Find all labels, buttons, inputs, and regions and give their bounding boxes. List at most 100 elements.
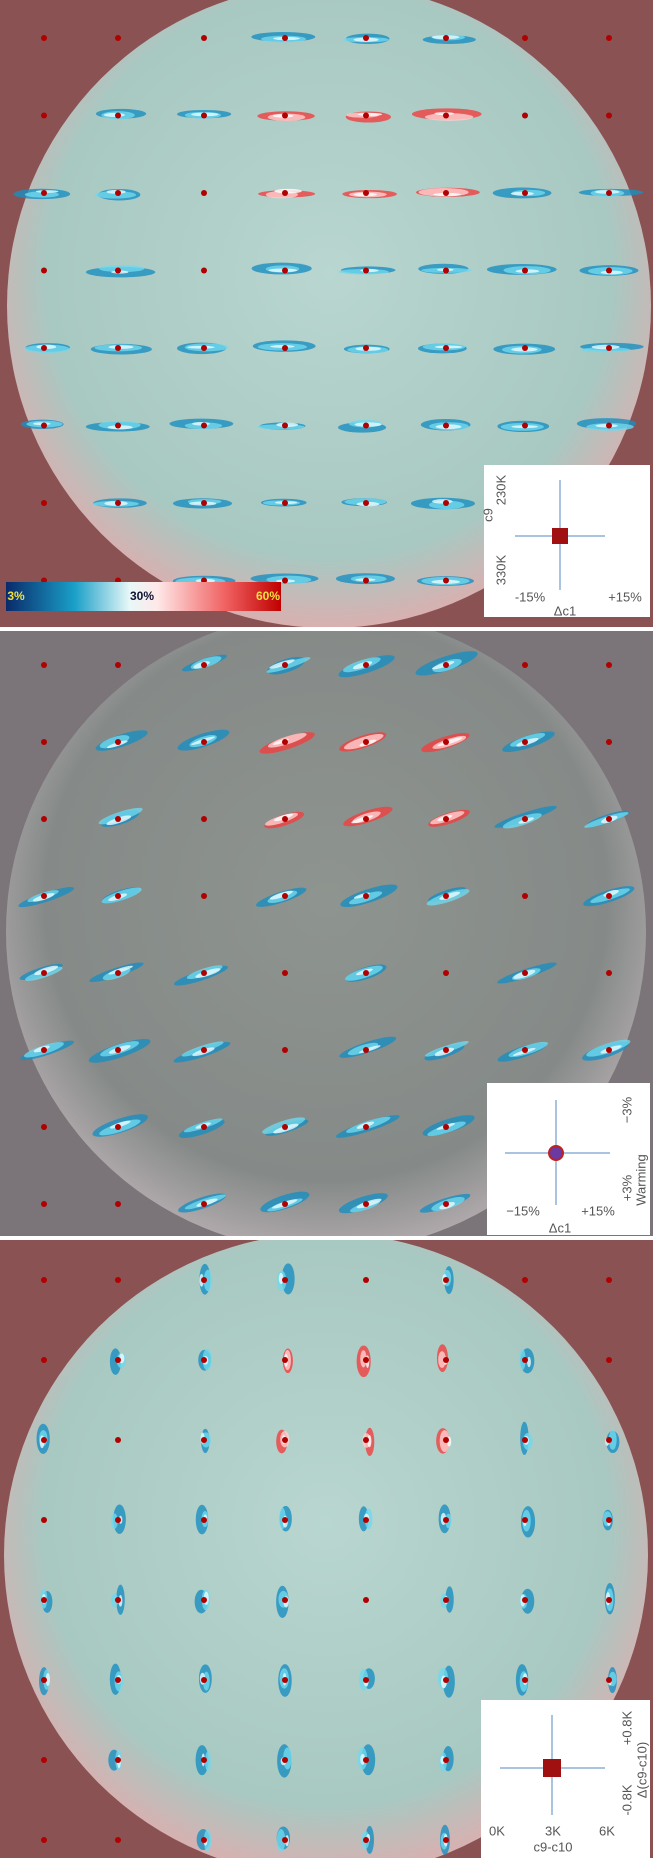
grid-dot — [522, 35, 528, 41]
grid-dot — [201, 893, 207, 899]
grid-dot — [282, 970, 288, 976]
grid-dot — [115, 190, 121, 196]
grid-dot — [443, 1357, 449, 1363]
grid-dot — [41, 662, 47, 668]
grid-dot — [115, 1517, 121, 1523]
grid-dot — [201, 1277, 207, 1283]
grid-dot — [363, 1517, 369, 1523]
grid-dot — [606, 35, 612, 41]
legend-label: −3% — [619, 1096, 634, 1123]
grid-dot — [363, 345, 369, 351]
grid-dot — [363, 1677, 369, 1683]
grid-dot — [363, 500, 369, 506]
grid-dot — [201, 113, 207, 119]
grid-dot — [282, 578, 288, 584]
grid-dot — [522, 190, 528, 196]
grid-dot — [443, 662, 449, 668]
grid-dot — [41, 1277, 47, 1283]
grid-dot — [282, 1677, 288, 1683]
grid-dot — [41, 268, 47, 274]
legend-label: -0.8K — [619, 1784, 634, 1815]
grid-dot — [115, 1837, 121, 1843]
grid-dot — [282, 423, 288, 429]
grid-dot — [41, 190, 47, 196]
grid-dot — [443, 345, 449, 351]
grid-dot — [443, 500, 449, 506]
colorbar-label: 30% — [130, 589, 154, 603]
grid-dot — [115, 1437, 121, 1443]
legend-label: 230K — [493, 474, 508, 505]
grid-dot — [115, 35, 121, 41]
grid-dot — [606, 345, 612, 351]
grid-dot — [201, 1677, 207, 1683]
grid-dot — [522, 893, 528, 899]
scatter-glyph — [274, 189, 301, 194]
grid-dot — [606, 1047, 612, 1053]
grid-dot — [363, 190, 369, 196]
grid-dot — [282, 1837, 288, 1843]
grid-dot — [363, 739, 369, 745]
grid-dot — [115, 1124, 121, 1130]
scatter-glyph — [104, 113, 125, 117]
scatter-glyph — [592, 345, 620, 350]
grid-dot — [201, 739, 207, 745]
grid-dot — [282, 662, 288, 668]
grid-dot — [363, 1277, 369, 1283]
grid-dot — [115, 1277, 121, 1283]
grid-dot — [522, 662, 528, 668]
legend-label: Δ(c9-c10) — [634, 1742, 649, 1798]
grid-dot — [115, 739, 121, 745]
legend-label: Δc1 — [549, 1220, 571, 1235]
grid-dot — [282, 1201, 288, 1207]
grid-dot — [606, 662, 612, 668]
grid-dot — [443, 1437, 449, 1443]
grid-dot — [282, 1597, 288, 1603]
grid-dot — [41, 345, 47, 351]
scatter-glyph — [36, 190, 59, 193]
grid-dot — [41, 35, 47, 41]
grid-dot — [201, 500, 207, 506]
grid-dot — [41, 423, 47, 429]
grid-dot — [522, 1517, 528, 1523]
colorbar-label: 3% — [7, 589, 25, 603]
grid-dot — [115, 1357, 121, 1363]
grid-dot — [363, 970, 369, 976]
grid-dot — [606, 1437, 612, 1443]
grid-dot — [363, 1124, 369, 1130]
grid-dot — [606, 423, 612, 429]
grid-dot — [522, 345, 528, 351]
grid-dot — [522, 1277, 528, 1283]
grid-dot — [363, 1047, 369, 1053]
grid-dot — [115, 1677, 121, 1683]
scatter-glyph — [108, 345, 133, 349]
legend-glyph — [549, 1146, 563, 1160]
grid-dot — [522, 1597, 528, 1603]
grid-dot — [115, 1201, 121, 1207]
grid-dot — [115, 500, 121, 506]
grid-dot — [282, 268, 288, 274]
grid-dot — [201, 970, 207, 976]
scatter-glyph — [358, 113, 382, 116]
grid-dot — [363, 893, 369, 899]
grid-dot — [201, 816, 207, 822]
grid-dot — [363, 1357, 369, 1363]
grid-dot — [443, 893, 449, 899]
grid-dot — [41, 1757, 47, 1763]
grid-dot — [282, 1517, 288, 1523]
grid-dot — [41, 739, 47, 745]
grid-dot — [41, 1677, 47, 1683]
legend-label: 330K — [493, 554, 508, 585]
grid-dot — [115, 1757, 121, 1763]
grid-dot — [606, 1357, 612, 1363]
grid-dot — [443, 970, 449, 976]
legend-glyph — [552, 528, 568, 544]
grid-dot — [522, 423, 528, 429]
legend-2: −3% +3% Warming −15% +15% Δc1 — [487, 1083, 650, 1235]
grid-dot — [522, 1357, 528, 1363]
grid-dot — [115, 268, 121, 274]
grid-dot — [522, 1047, 528, 1053]
grid-dot — [606, 970, 612, 976]
grid-dot — [115, 423, 121, 429]
legend-label: c9-c10 — [533, 1839, 572, 1854]
grid-dot — [201, 268, 207, 274]
